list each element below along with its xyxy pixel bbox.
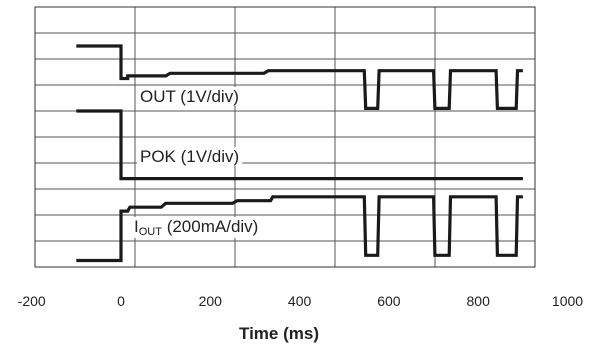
x-tick-label: 1000 <box>552 293 583 309</box>
trace-label-main: I <box>134 217 139 236</box>
x-tick-label: 200 <box>199 293 223 309</box>
trace-pok <box>76 109 523 181</box>
x-tick-label: 600 <box>377 293 401 309</box>
trace-label-main: POK (1V/div) <box>140 147 239 166</box>
x-tick-label: 800 <box>467 293 491 309</box>
traces <box>76 44 523 263</box>
trace-labels: OUT (1V/div) POK (1V/div) IOUT (200mA/div) <box>131 87 262 238</box>
trace-label-text: POK (1V/div) <box>140 147 239 166</box>
trace-label-text: OUT (1V/div) <box>140 87 239 106</box>
trace-label-text: IOUT (200mA/div) <box>134 217 258 238</box>
trace-label-out: OUT (1V/div) <box>137 87 242 106</box>
trace-label-main: OUT (1V/div) <box>140 87 239 106</box>
trace-out <box>76 44 523 110</box>
x-tick-label: 400 <box>288 293 312 309</box>
trace-label-background <box>137 147 243 166</box>
x-tick-labels: -200 0 200 400 600 800 1000 <box>18 293 584 309</box>
trace-label-rest: (200mA/div) <box>162 217 258 236</box>
plot-frame <box>34 6 536 268</box>
trace-label-subscript: OUT <box>139 226 163 238</box>
trace-iout <box>76 195 523 263</box>
trace-label-iout: IOUT (200mA/div) <box>131 217 262 238</box>
x-tick-label: -200 <box>18 293 46 309</box>
trace-label-pok: POK (1V/div) <box>137 147 243 166</box>
trace-label-background <box>137 87 242 106</box>
x-axis-label: Time (ms) <box>239 324 319 343</box>
trace-label-background <box>131 217 262 238</box>
x-tick-label: 0 <box>117 293 125 309</box>
